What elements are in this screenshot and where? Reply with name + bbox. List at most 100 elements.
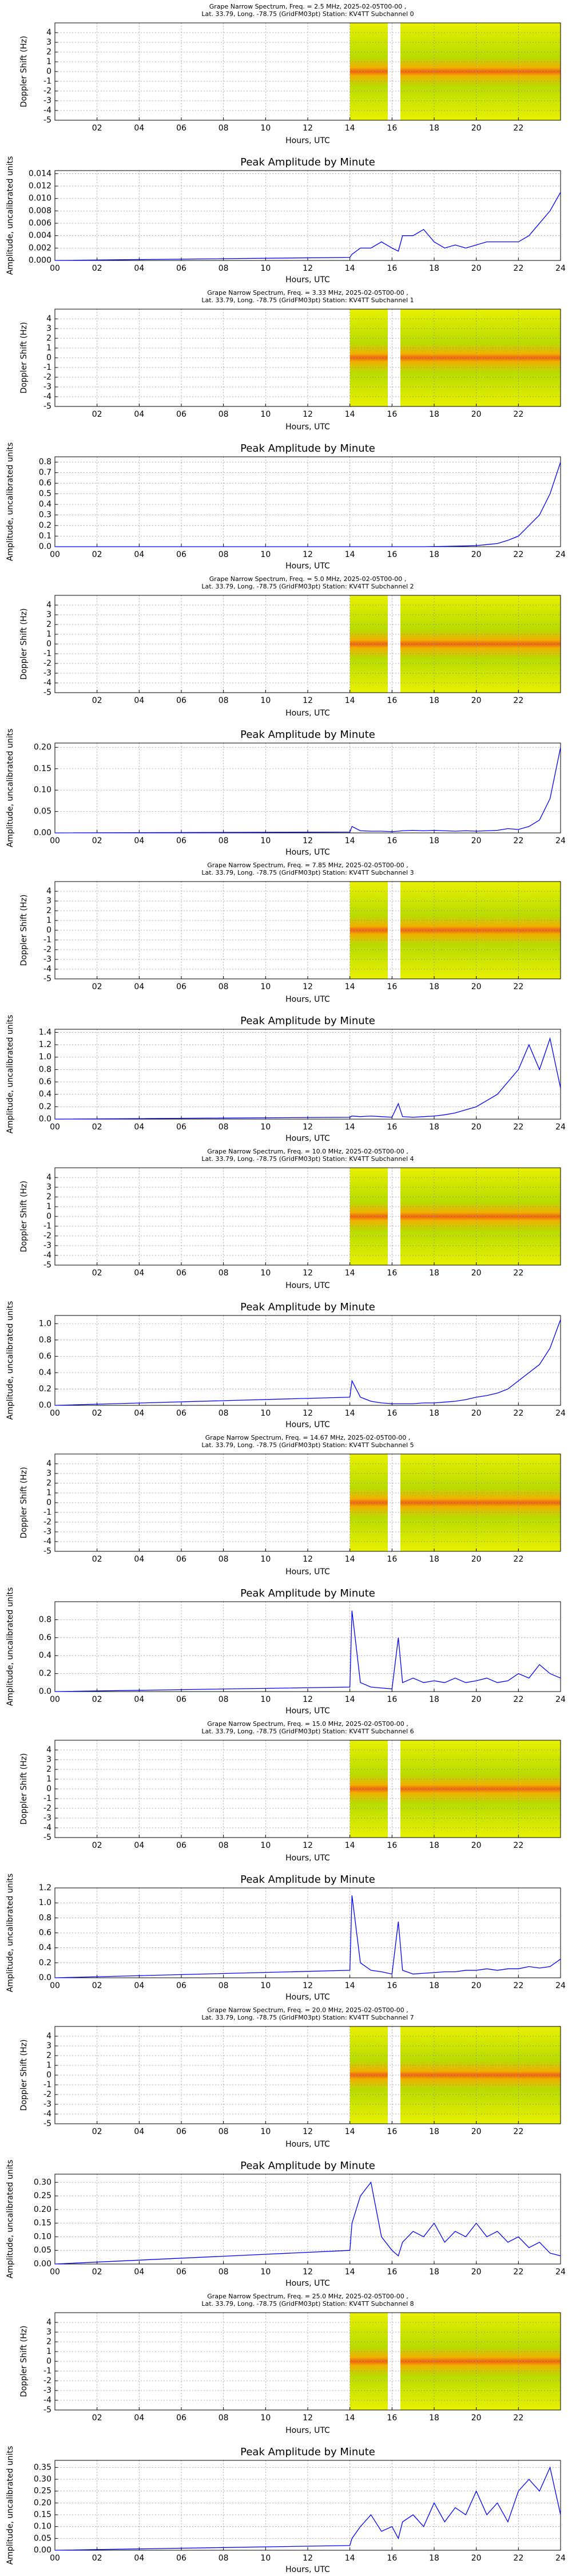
x-tick-label: 22 bbox=[513, 2413, 523, 2423]
x-tick-label: 10 bbox=[260, 2413, 271, 2423]
x-tick-label: 08 bbox=[219, 124, 229, 133]
x-tick-label: 18 bbox=[429, 982, 439, 991]
x-tick-label: 16 bbox=[387, 410, 397, 419]
x-tick-label: 08 bbox=[219, 2267, 229, 2277]
y-axis-label: Amplitude, uncalibrated units bbox=[6, 2446, 15, 2565]
y-tick-label: 4 bbox=[46, 2032, 51, 2041]
y-tick-label: 0.7 bbox=[39, 468, 51, 477]
y-tick-label: 0.0 bbox=[39, 1973, 51, 1982]
chart-subtitle: Lat. 33.79, Long. -78.75 (GridFM03pt) St… bbox=[201, 297, 414, 304]
x-tick-label: 16 bbox=[387, 2554, 397, 2563]
y-tick-label: -1 bbox=[43, 1222, 51, 1231]
x-tick-label: 10 bbox=[260, 2554, 271, 2563]
x-tick-label: 20 bbox=[471, 1841, 482, 1850]
y-tick-label: -1 bbox=[43, 1794, 51, 1803]
x-tick-label: 20 bbox=[471, 2267, 482, 2277]
x-tick-label: 18 bbox=[429, 2127, 439, 2136]
x-tick-label: 00 bbox=[50, 550, 60, 559]
x-tick-label: 12 bbox=[303, 836, 313, 846]
x-tick-label: 14 bbox=[345, 1841, 355, 1850]
y-axis-label: Doppler Shift (Hz) bbox=[19, 895, 29, 966]
y-tick-label: 0.0 bbox=[39, 1401, 51, 1410]
x-tick-label: 16 bbox=[387, 1695, 397, 1704]
x-tick-label: 06 bbox=[176, 1981, 186, 1990]
x-tick-label: 10 bbox=[260, 1123, 271, 1132]
x-tick-label: 20 bbox=[471, 1409, 482, 1418]
x-tick-label: 02 bbox=[92, 550, 102, 559]
y-tick-label: -2 bbox=[43, 1231, 51, 1240]
x-tick-label: 12 bbox=[303, 550, 313, 559]
x-tick-label: 08 bbox=[219, 1841, 229, 1850]
x-tick-label: 14 bbox=[345, 982, 355, 991]
y-tick-label: -5 bbox=[43, 688, 51, 697]
y-tick-label: 0.0 bbox=[39, 542, 51, 551]
y-tick-label: 0.5 bbox=[39, 489, 51, 499]
y-tick-label: 3 bbox=[46, 2328, 51, 2337]
x-tick-label: 24 bbox=[555, 1409, 566, 1418]
x-tick-label: 14 bbox=[345, 2267, 355, 2277]
y-tick-label: 2 bbox=[46, 1192, 51, 1202]
x-tick-label: 12 bbox=[303, 264, 313, 273]
y-tick-label: -2 bbox=[43, 373, 51, 382]
x-tick-label: 06 bbox=[176, 1269, 186, 1278]
y-tick-label: 4 bbox=[46, 887, 51, 896]
y-tick-label: 4 bbox=[46, 1745, 51, 1755]
x-tick-label: 06 bbox=[176, 1695, 186, 1704]
x-tick-label: 02 bbox=[92, 1841, 102, 1850]
x-tick-label: 00 bbox=[50, 2267, 60, 2277]
x-tick-label: 08 bbox=[219, 1981, 229, 1990]
chart-title: Peak Amplitude by Minute bbox=[240, 1015, 375, 1027]
y-tick-label: 0.10 bbox=[34, 2522, 51, 2531]
x-tick-label: 04 bbox=[134, 2267, 144, 2277]
y-tick-label: 0.35 bbox=[34, 2463, 51, 2472]
y-tick-label: 0 bbox=[46, 926, 51, 935]
x-tick-label: 18 bbox=[429, 696, 439, 705]
x-tick-label: 22 bbox=[513, 1409, 523, 1418]
chart-title: Grape Narrow Spectrum, Freq. = 2.5 MHz, … bbox=[209, 3, 407, 10]
x-tick-label: 06 bbox=[176, 2554, 186, 2563]
y-tick-label: -2 bbox=[43, 659, 51, 668]
y-tick-label: 4 bbox=[46, 1173, 51, 1182]
data-line bbox=[54, 2466, 561, 2551]
x-tick-label: 16 bbox=[387, 2413, 397, 2423]
y-tick-label: -4 bbox=[43, 1537, 51, 1546]
x-tick-label: 04 bbox=[134, 410, 144, 419]
y-tick-label: 0.25 bbox=[34, 2487, 51, 2496]
x-tick-label: 24 bbox=[555, 550, 566, 559]
chart-title: Grape Narrow Spectrum, Freq. = 7.85 MHz,… bbox=[207, 862, 408, 869]
x-tick-label: 02 bbox=[92, 1981, 102, 1990]
y-tick-label: -2 bbox=[43, 2090, 51, 2099]
chart-title: Grape Narrow Spectrum, Freq. = 25.0 MHz,… bbox=[207, 2293, 408, 2300]
x-tick-label: 06 bbox=[176, 2267, 186, 2277]
x-tick-label: 14 bbox=[345, 264, 355, 273]
y-tick-label: -3 bbox=[43, 1241, 51, 1250]
x-tick-label: 02 bbox=[92, 1409, 102, 1418]
x-tick-label: 12 bbox=[303, 2413, 313, 2423]
y-tick-label: 1 bbox=[46, 916, 51, 925]
x-tick-label: 02 bbox=[92, 2554, 102, 2563]
data-line bbox=[54, 1319, 561, 1406]
x-tick-label: 08 bbox=[219, 1555, 229, 1564]
x-tick-label: 24 bbox=[555, 2267, 566, 2277]
x-tick-label: 04 bbox=[134, 1555, 144, 1564]
y-tick-label: 0.000 bbox=[29, 256, 51, 265]
y-tick-label: -3 bbox=[43, 1814, 51, 1823]
x-tick-label: 22 bbox=[513, 1841, 523, 1850]
chart-title: Peak Amplitude by Minute bbox=[240, 2160, 375, 2172]
y-tick-label: -1 bbox=[43, 935, 51, 945]
x-tick-label: 06 bbox=[176, 836, 186, 846]
plot-frame bbox=[54, 1601, 561, 1692]
y-tick-label: 0.0 bbox=[39, 1115, 51, 1124]
x-tick-label: 04 bbox=[134, 124, 144, 133]
x-tick-label: 00 bbox=[50, 1123, 60, 1132]
x-tick-label: 20 bbox=[471, 982, 482, 991]
x-tick-label: 02 bbox=[92, 1269, 102, 1278]
x-tick-label: 14 bbox=[345, 1555, 355, 1564]
x-tick-label: 18 bbox=[429, 410, 439, 419]
y-tick-label: 3 bbox=[46, 1469, 51, 1478]
x-tick-label: 16 bbox=[387, 696, 397, 705]
x-tick-label: 12 bbox=[303, 1123, 313, 1132]
y-tick-label: 3 bbox=[46, 896, 51, 906]
y-tick-label: 2 bbox=[46, 1765, 51, 1774]
